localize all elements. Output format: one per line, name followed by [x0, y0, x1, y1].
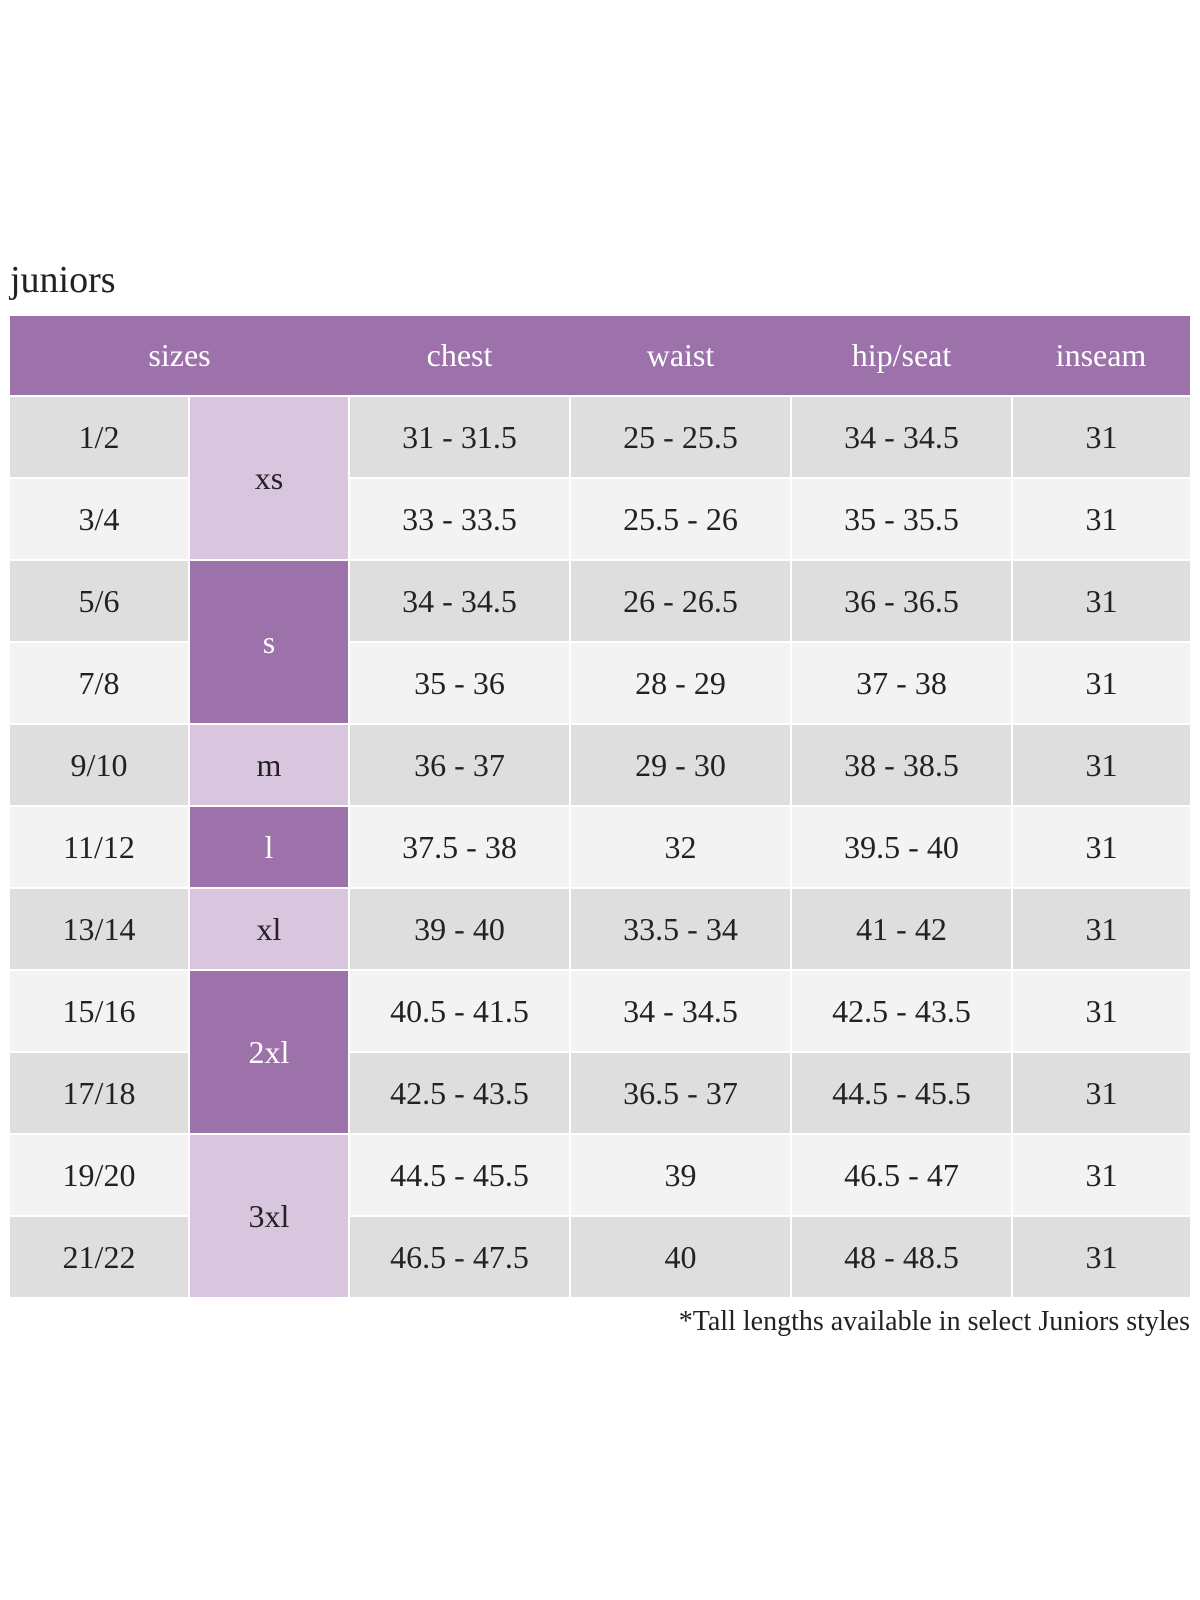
header-cell: waist	[646, 337, 715, 373]
size-cell: 1/2	[10, 397, 188, 477]
letter-size-cell: 2xl	[190, 971, 348, 1133]
letter-size-cell: m	[190, 725, 348, 805]
header-cell: inseam	[1055, 337, 1147, 373]
measure-cell: 34 - 34.5	[571, 971, 790, 1051]
size-cell: 21/22	[10, 1217, 188, 1297]
measure-cell: 35 - 36	[350, 643, 569, 723]
table-title: juniors	[10, 259, 116, 301]
header-cell: hip/seat	[851, 337, 952, 373]
measure-cell: 31	[1013, 725, 1190, 805]
measure-cell: 34 - 34.5	[350, 561, 569, 641]
measure-cell: 38 - 38.5	[792, 725, 1011, 805]
measure-cell: 31 - 31.5	[350, 397, 569, 477]
measure-cell: 31	[1013, 1053, 1190, 1133]
measure-cell: 36.5 - 37	[571, 1053, 790, 1133]
measure-cell: 37.5 - 38	[350, 807, 569, 887]
size-cell: 3/4	[10, 479, 188, 559]
measure-cell: 26 - 26.5	[571, 561, 790, 641]
size-cell: 7/8	[10, 643, 188, 723]
measure-cell: 31	[1013, 889, 1190, 969]
size-cell: 19/20	[10, 1135, 188, 1215]
size-cell: 15/16	[10, 971, 188, 1051]
measure-cell: 44.5 - 45.5	[792, 1053, 1011, 1133]
measure-cell: 34 - 34.5	[792, 397, 1011, 477]
measure-cell: 31	[1013, 643, 1190, 723]
measure-cell: 36 - 37	[350, 725, 569, 805]
footnote: *Tall lengths available in select Junior…	[678, 1306, 1190, 1337]
measure-cell: 36 - 36.5	[792, 561, 1011, 641]
letter-size-cell: 3xl	[190, 1135, 348, 1297]
size-cell: 17/18	[10, 1053, 188, 1133]
header-band	[10, 316, 1190, 395]
measure-cell: 40.5 - 41.5	[350, 971, 569, 1051]
measure-cell: 42.5 - 43.5	[792, 971, 1011, 1051]
measure-cell: 46.5 - 47.5	[350, 1217, 569, 1297]
measure-cell: 33 - 33.5	[350, 479, 569, 559]
measure-cell: 29 - 30	[571, 725, 790, 805]
letter-size-cell: l	[190, 807, 348, 887]
measure-cell: 31	[1013, 807, 1190, 887]
measure-cell: 31	[1013, 971, 1190, 1051]
header-cell: chest	[426, 337, 493, 373]
measure-cell: 37 - 38	[792, 643, 1011, 723]
measure-cell: 32	[571, 807, 790, 887]
measure-cell: 40	[571, 1217, 790, 1297]
letter-size-cell: xs	[190, 397, 348, 559]
measure-cell: 39	[571, 1135, 790, 1215]
header-cell: sizes	[148, 337, 211, 373]
measure-cell: 41 - 42	[792, 889, 1011, 969]
size-cell: 13/14	[10, 889, 188, 969]
measure-cell: 39 - 40	[350, 889, 569, 969]
measure-cell: 39.5 - 40	[792, 807, 1011, 887]
measure-cell: 28 - 29	[571, 643, 790, 723]
measure-cell: 31	[1013, 1217, 1190, 1297]
measure-cell: 25 - 25.5	[571, 397, 790, 477]
letter-size-cell: s	[190, 561, 348, 723]
measure-cell: 44.5 - 45.5	[350, 1135, 569, 1215]
measure-cell: 46.5 - 47	[792, 1135, 1011, 1215]
size-cell: 5/6	[10, 561, 188, 641]
measure-cell: 31	[1013, 561, 1190, 641]
measure-cell: 31	[1013, 1135, 1190, 1215]
size-cell: 11/12	[10, 807, 188, 887]
measure-cell: 25.5 - 26	[571, 479, 790, 559]
measure-cell: 42.5 - 43.5	[350, 1053, 569, 1133]
measure-cell: 48 - 48.5	[792, 1217, 1011, 1297]
measure-cell: 31	[1013, 479, 1190, 559]
size-cell: 9/10	[10, 725, 188, 805]
letter-size-cell: xl	[190, 889, 348, 969]
measure-cell: 35 - 35.5	[792, 479, 1011, 559]
measure-cell: 31	[1013, 397, 1190, 477]
measure-cell: 33.5 - 34	[571, 889, 790, 969]
